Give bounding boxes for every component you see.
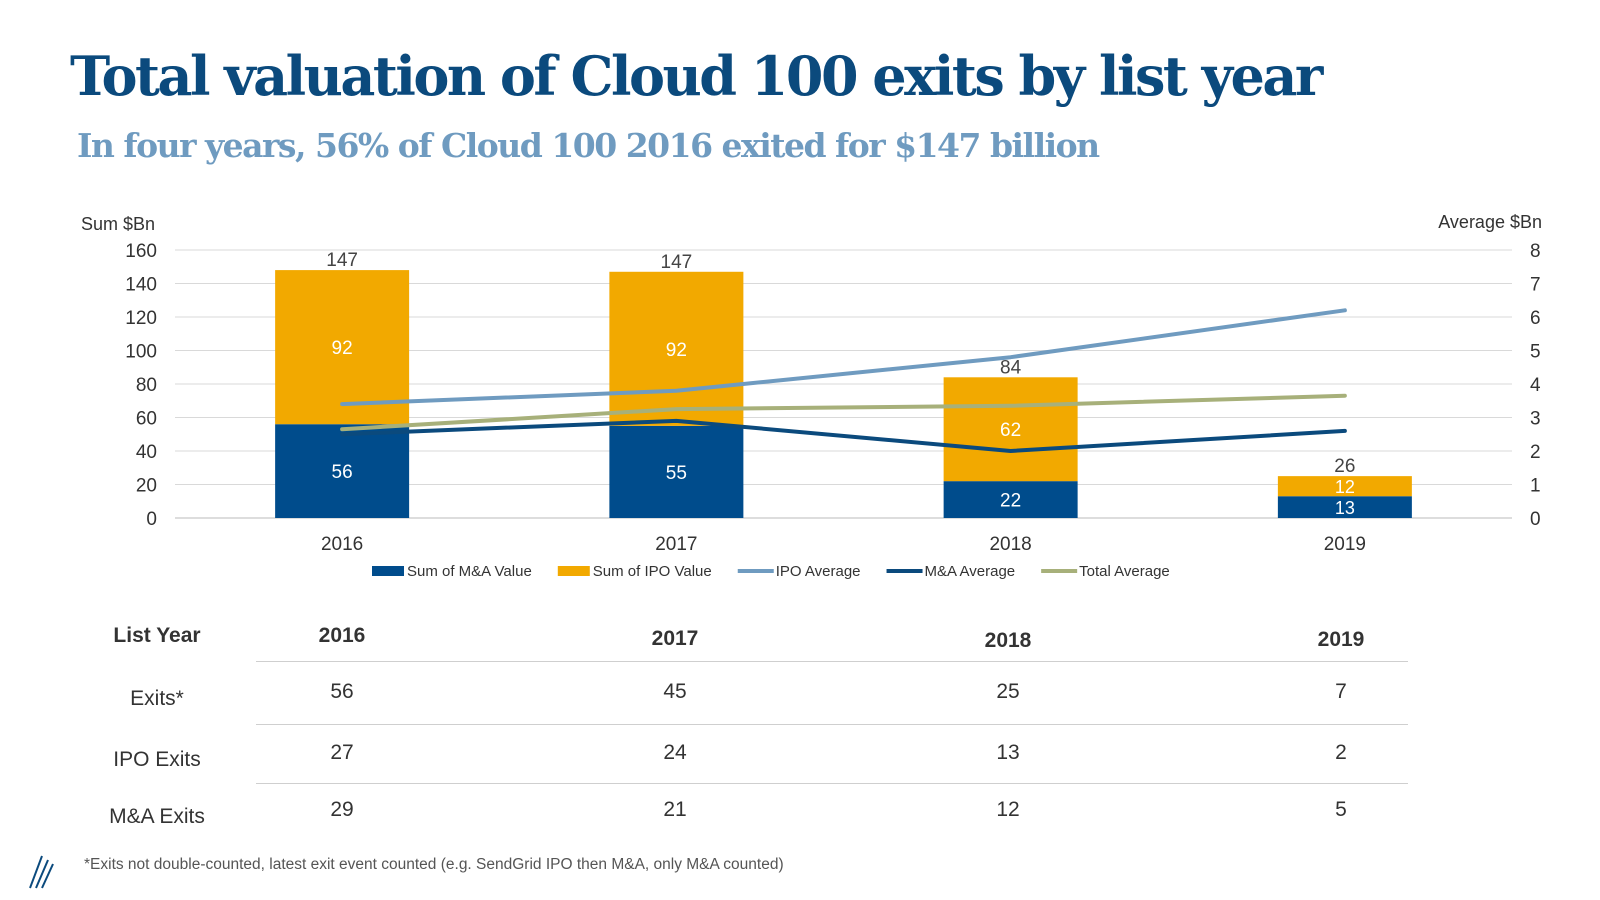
bar-data-label: 56 — [332, 462, 353, 483]
legend-swatch — [557, 566, 590, 576]
table-year-2016: 2016 — [318, 624, 366, 647]
line-ipo-average — [340, 308, 1347, 407]
bar-data-label: 62 — [1000, 420, 1021, 441]
y-right-tick-label: 4 — [1530, 375, 1541, 396]
table-cell: 5 — [1335, 798, 1347, 821]
table-year-2018: 2018 — [984, 629, 1032, 652]
bar-total-label: 84 — [1000, 357, 1022, 378]
bar-ma-value — [1277, 496, 1412, 518]
y-tick-label: 100 — [125, 342, 157, 363]
y-right-tick-label: 1 — [1530, 476, 1541, 497]
y-right-tick-label: 6 — [1530, 308, 1541, 329]
bar-ipo-value — [1277, 476, 1412, 497]
table-cell: 29 — [330, 798, 354, 821]
bar-data-label: 12 — [1335, 477, 1355, 497]
table-cell: 27 — [330, 741, 354, 764]
table-row-label-ipo-exits: IPO Exits — [113, 748, 201, 771]
table-year-2019: 2019 — [1317, 628, 1365, 651]
bar-total-label: 26 — [1334, 456, 1355, 477]
page-title: Total valuation of Cloud 100 exits by li… — [70, 44, 1323, 108]
bar-data-label: 92 — [332, 338, 353, 359]
bar-ma-value — [943, 481, 1078, 518]
page-subtitle: In four years, 56% of Cloud 100 2016 exi… — [77, 126, 1100, 165]
y-axis-title: Sum $Bn — [81, 214, 155, 234]
line-m-a-average — [340, 418, 1347, 453]
y-tick-label: 20 — [136, 476, 157, 497]
table-cell: 25 — [996, 680, 1020, 703]
line-total-average — [340, 393, 1347, 432]
table-cell: 2 — [1335, 741, 1347, 764]
table-row-label-ma-exits: M&A Exits — [109, 805, 205, 828]
bar-data-label: 92 — [666, 340, 687, 361]
legend-entry: Total Average — [1079, 563, 1170, 580]
y-tick-label: 40 — [136, 442, 157, 463]
table-cell: 7 — [1335, 680, 1347, 703]
y-right-tick-label: 2 — [1530, 442, 1541, 463]
x-tick-label: 2018 — [989, 534, 1031, 555]
y-right-tick-label: 5 — [1530, 342, 1541, 363]
table-row-label-exits: Exits* — [130, 687, 184, 710]
bar-ma-value — [275, 424, 410, 518]
table-rule — [256, 661, 1408, 662]
y-tick-label: 0 — [146, 509, 157, 530]
legend-entry: IPO Average — [776, 563, 861, 580]
bar-ipo-value — [943, 377, 1078, 482]
table-cell: 24 — [663, 741, 687, 764]
table-cell: 12 — [996, 798, 1020, 821]
y-right-tick-label: 7 — [1530, 275, 1541, 296]
table-cell: 21 — [663, 798, 687, 821]
bar-data-label: 13 — [1335, 498, 1355, 518]
table-cell: 13 — [996, 741, 1020, 764]
table-rule — [256, 724, 1408, 725]
y-right-tick-label: 3 — [1530, 409, 1541, 430]
bar-total-label: 147 — [326, 250, 358, 271]
y-right-tick-label: 8 — [1530, 241, 1541, 262]
y-tick-label: 120 — [125, 308, 157, 329]
y-tick-label: 80 — [136, 375, 157, 396]
brand-slash-logo-icon — [29, 855, 54, 889]
table-year-2017: 2017 — [651, 627, 699, 650]
footnote: *Exits not double-counted, latest exit e… — [84, 856, 784, 873]
table-cell: 56 — [330, 680, 354, 703]
y-tick-label: 160 — [125, 241, 157, 262]
bar-ipo-value — [275, 270, 410, 425]
bar-data-label: 22 — [1000, 491, 1021, 512]
table-rule — [256, 783, 1408, 784]
x-tick-label: 2019 — [1324, 534, 1366, 555]
legend-entry: Sum of M&A Value — [407, 563, 532, 580]
bar-total-label: 147 — [661, 252, 693, 273]
legend-swatch — [372, 566, 404, 576]
bar-ma-value — [609, 425, 744, 518]
x-tick-label: 2016 — [321, 534, 363, 555]
bar-data-label: 55 — [666, 463, 687, 484]
y-right-axis-title: Average $Bn — [1438, 212, 1542, 232]
legend-entry: Sum of IPO Value — [593, 563, 712, 580]
y-tick-label: 60 — [136, 409, 157, 430]
table-header-label: List Year — [113, 624, 201, 647]
table-cell: 45 — [663, 680, 687, 703]
x-tick-label: 2017 — [655, 534, 697, 555]
bar-ipo-value — [609, 271, 744, 426]
y-right-tick-label: 0 — [1530, 509, 1541, 530]
y-tick-label: 140 — [125, 275, 157, 296]
legend-entry: M&A Average — [925, 563, 1016, 580]
